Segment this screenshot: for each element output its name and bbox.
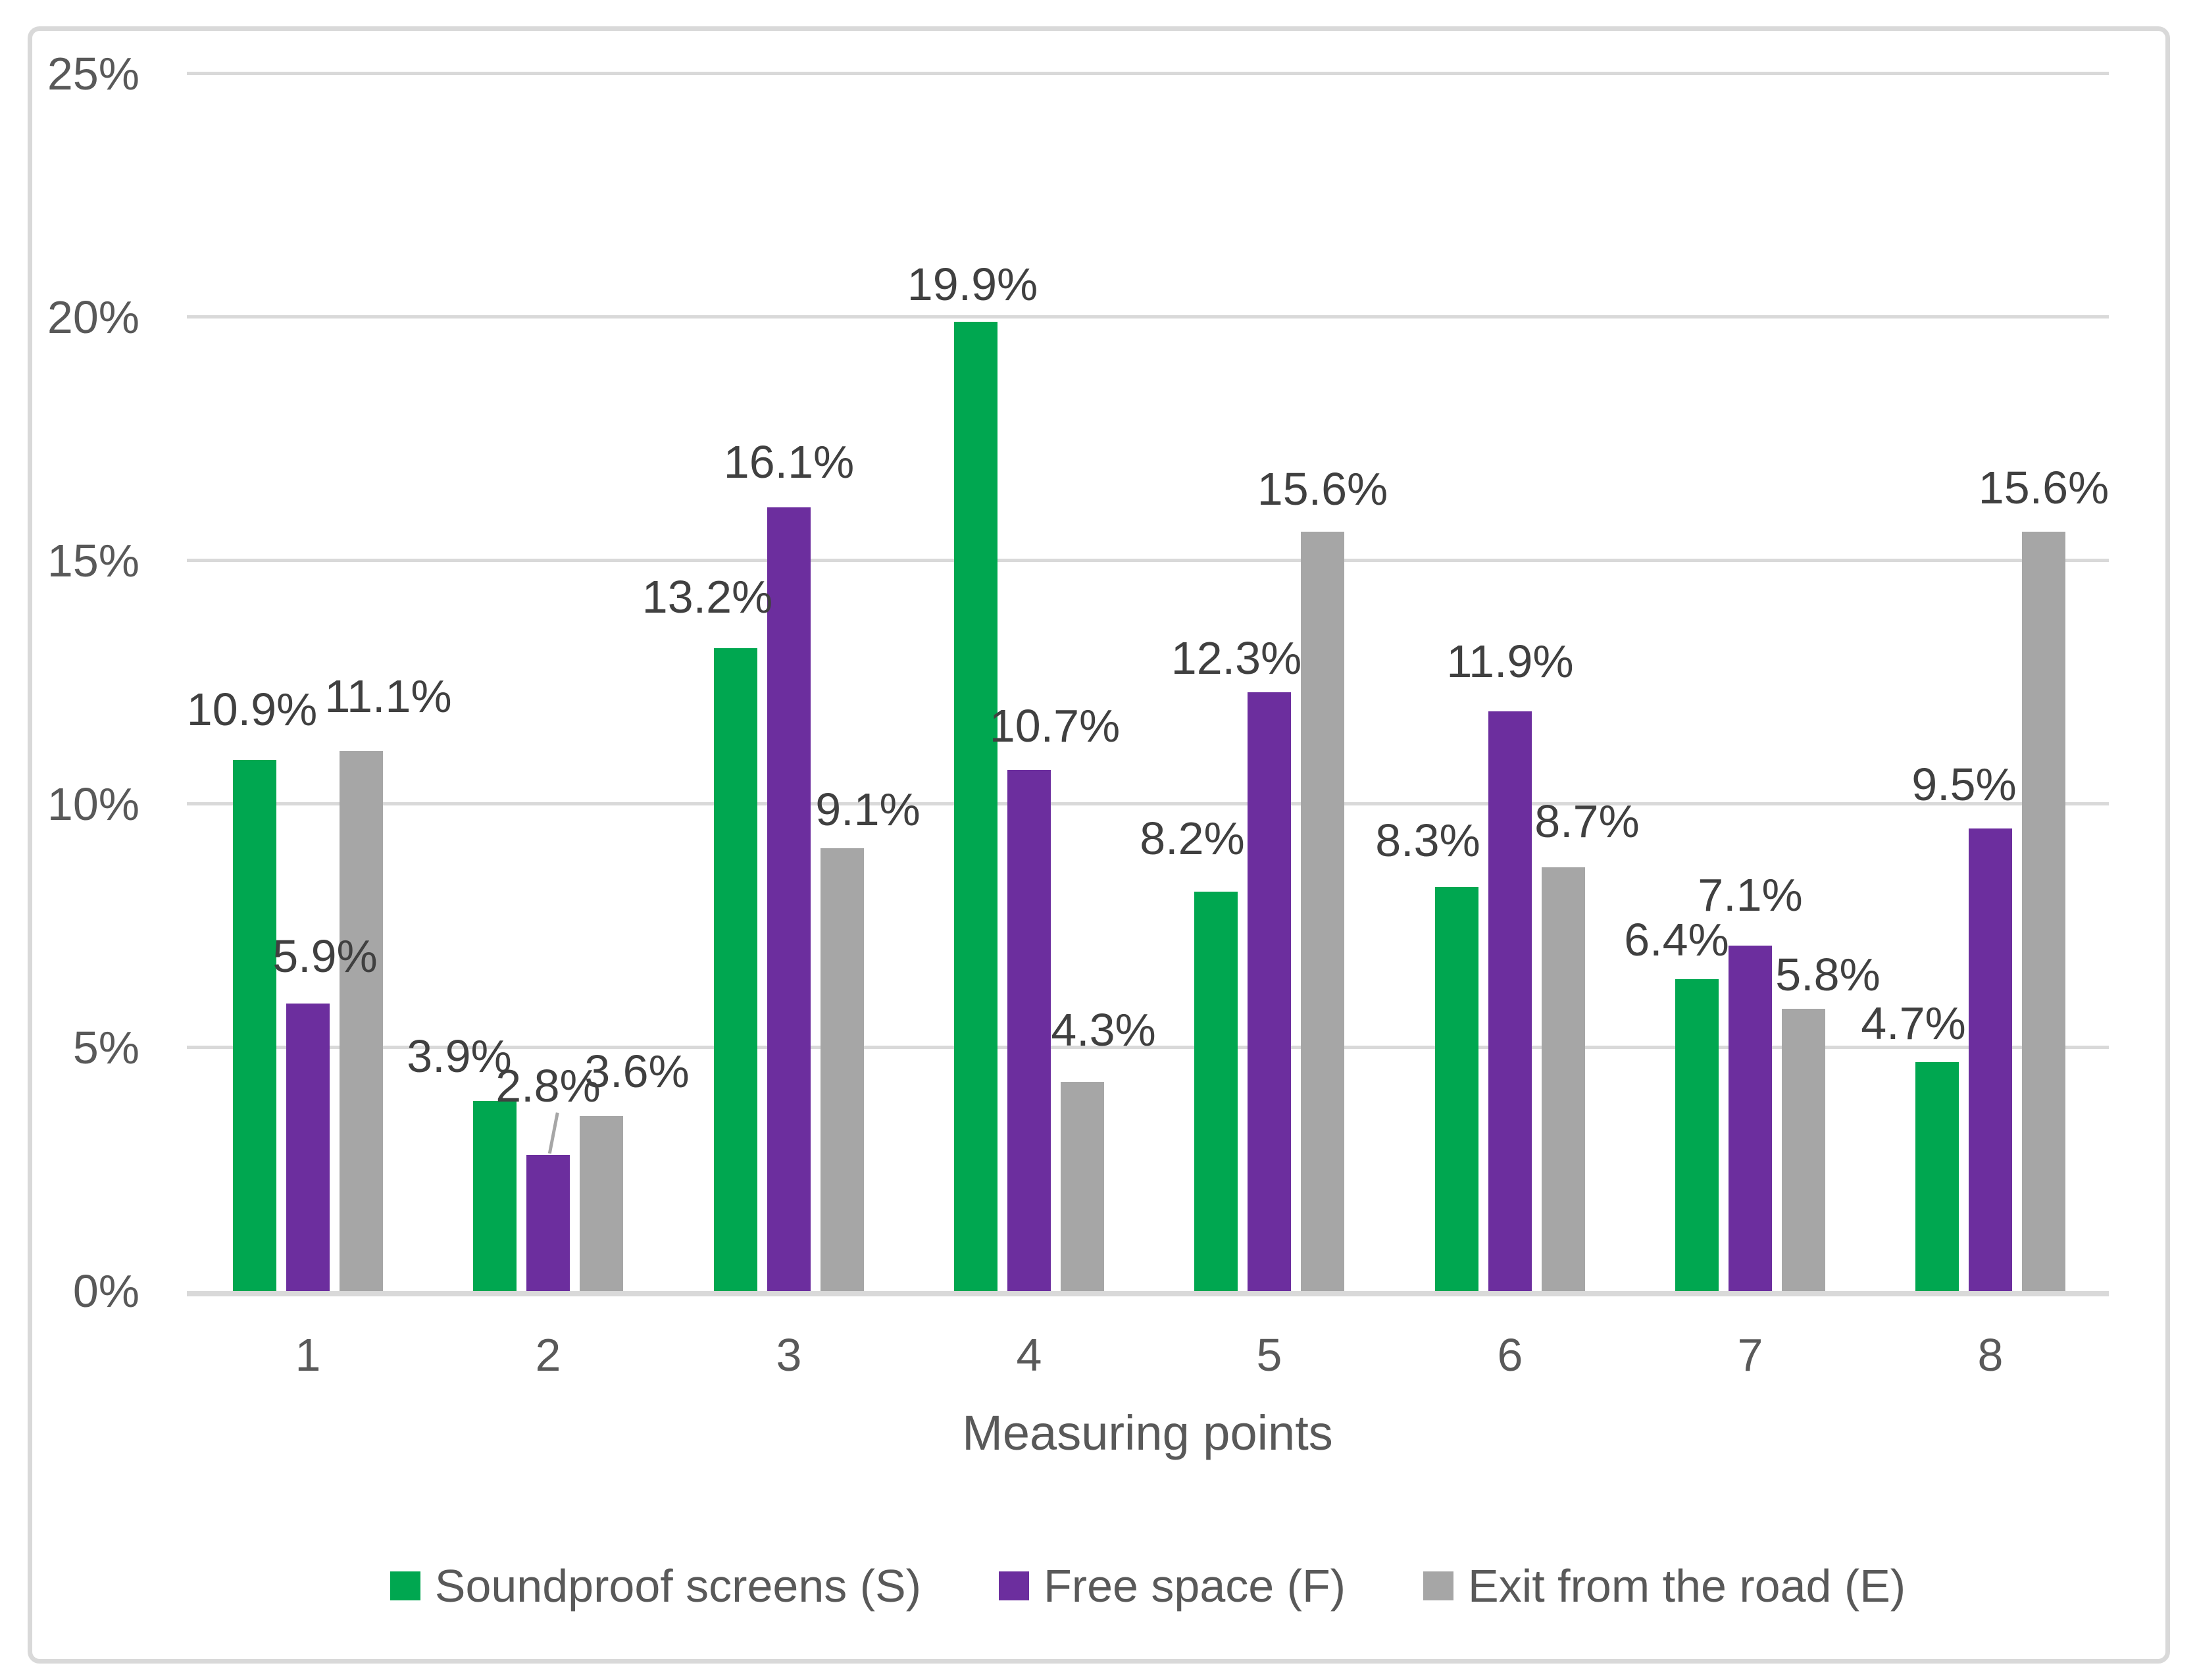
bar-series3-point5 <box>1301 532 1344 1291</box>
bar-label: 3.6% <box>584 1046 690 1097</box>
bar-series2-point2 <box>526 1155 570 1291</box>
legend-swatch-icon <box>1423 1571 1454 1600</box>
bar-series1-point5 <box>1194 892 1238 1291</box>
bar-label: 11.9% <box>1446 636 1574 687</box>
legend-label: Exit from the road (E) <box>1468 1560 1906 1612</box>
x-tick-label: 7 <box>1737 1329 1763 1381</box>
bar-series1-point6 <box>1435 887 1478 1291</box>
bar-series2-point8 <box>1969 828 2012 1291</box>
bar-series1-point4 <box>954 322 997 1291</box>
bar-label: 19.9% <box>907 259 1038 310</box>
legend-swatch-icon <box>390 1571 420 1600</box>
bar-series1-point2 <box>473 1101 517 1291</box>
legend-item-series1: Soundproof screens (S) <box>390 1561 921 1611</box>
bar-series3-point3 <box>821 848 864 1291</box>
bar-label: 7.1% <box>1698 869 1803 921</box>
bar-series3-point6 <box>1542 867 1585 1291</box>
bar-series2-point6 <box>1488 711 1532 1291</box>
bar-series2-point3 <box>767 507 811 1291</box>
y-tick-label: 5% <box>72 1022 139 1073</box>
legend-swatch-icon <box>999 1571 1030 1600</box>
gridline <box>187 315 2109 318</box>
bar-series2-point4 <box>1007 770 1051 1291</box>
bar-label: 16.1% <box>723 436 855 488</box>
bar-series3-point8 <box>2022 532 2065 1291</box>
gridline <box>187 1046 2109 1049</box>
bar-label: 4.3% <box>1051 1004 1156 1056</box>
x-axis-line <box>187 1291 2109 1296</box>
bar-series3-point2 <box>580 1116 623 1291</box>
y-tick-label: 20% <box>47 292 139 343</box>
x-tick-label: 2 <box>535 1329 561 1381</box>
bar-series3-point7 <box>1782 1009 1825 1291</box>
bar-label: 8.3% <box>1375 815 1480 866</box>
chart-frame-border <box>28 26 2170 1664</box>
gridline <box>187 802 2109 805</box>
legend-item-series3: Exit from the road (E) <box>1423 1561 1906 1611</box>
bar-series3-point4 <box>1061 1082 1104 1291</box>
bar-label: 10.9% <box>186 684 318 735</box>
bar-series2-point5 <box>1248 692 1291 1291</box>
x-tick-label: 1 <box>295 1329 321 1381</box>
x-axis-title: Measuring points <box>962 1406 1333 1460</box>
x-tick-label: 8 <box>1977 1329 2004 1381</box>
bar-label: 5.9% <box>272 930 378 982</box>
bar-label: 3.9% <box>407 1031 512 1082</box>
y-tick-label: 25% <box>47 48 139 99</box>
x-tick-label: 3 <box>776 1329 802 1381</box>
bar-label: 12.3% <box>1171 632 1302 684</box>
gridline <box>187 72 2109 75</box>
bar-series1-point8 <box>1915 1062 1959 1291</box>
bar-series3-point1 <box>340 751 383 1291</box>
bar-label: 8.2% <box>1140 813 1245 864</box>
legend: Soundproof screens (S) Free space (F) Exit… <box>187 1561 2109 1611</box>
gridline <box>187 559 2109 562</box>
bar-label: 5.8% <box>1775 949 1881 1000</box>
bar-series2-point1 <box>286 1004 330 1291</box>
y-tick-label: 15% <box>47 535 139 586</box>
x-tick-label: 5 <box>1256 1329 1282 1381</box>
legend-label: Free space (F) <box>1044 1560 1346 1612</box>
y-tick-label: 10% <box>47 778 139 830</box>
bar-label: 2.8% <box>495 1060 601 1111</box>
bar-label: 4.7% <box>1861 998 1966 1049</box>
bar-series2-point7 <box>1729 946 1772 1291</box>
x-tick-label: 6 <box>1497 1329 1523 1381</box>
bar-label: 13.2% <box>642 571 773 623</box>
bar-label: 6.4% <box>1624 914 1729 965</box>
bar-label: 9.5% <box>1911 759 2017 810</box>
bar-label: 11.1% <box>324 671 452 722</box>
bar-series1-point1 <box>233 760 276 1291</box>
legend-label: Soundproof screens (S) <box>434 1560 922 1612</box>
bar-label: 15.6% <box>1257 463 1388 515</box>
y-tick-label: 0% <box>72 1265 139 1317</box>
bar-label: 10.7% <box>989 700 1121 751</box>
bar-series1-point3 <box>714 648 757 1291</box>
x-tick-label: 4 <box>1016 1329 1042 1381</box>
bar-series1-point7 <box>1675 979 1719 1291</box>
bar-label: 9.1% <box>815 784 921 835</box>
bar-label: 15.6% <box>1978 462 2109 513</box>
bar-label: 8.7% <box>1534 796 1640 847</box>
legend-item-series2: Free space (F) <box>999 1561 1346 1611</box>
